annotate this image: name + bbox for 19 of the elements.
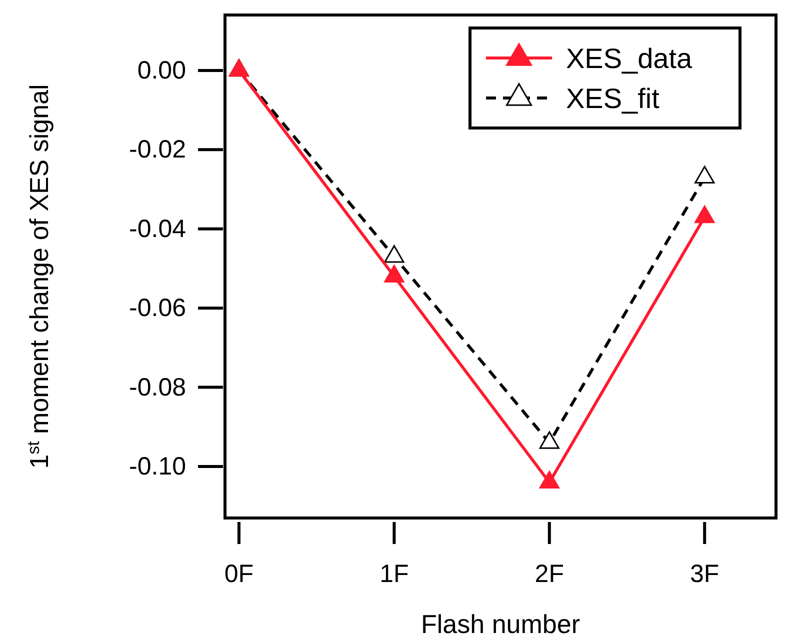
x-tick-label: 2F [534,560,564,588]
point [539,470,560,488]
point [694,166,715,184]
point [694,205,715,224]
point [384,264,404,283]
y-tick-label: -0.04 [129,214,186,243]
legend-label: XES_data [566,43,693,74]
legend-label: XES_fit [566,83,660,114]
y-tick-label: -0.06 [129,294,186,322]
x-tick-label: 0F [224,560,254,588]
x-tick-label: 1F [380,560,409,588]
x-tick-label: 3F [690,560,720,588]
point [384,245,404,263]
y-tick-label: -0.08 [129,373,186,402]
point [539,431,560,449]
x-axis-title: Flash number [421,609,580,639]
y-tick-label: -0.02 [129,136,186,164]
y-tick-label: 0.00 [137,56,186,84]
y-tick-label: -0.10 [129,452,186,481]
